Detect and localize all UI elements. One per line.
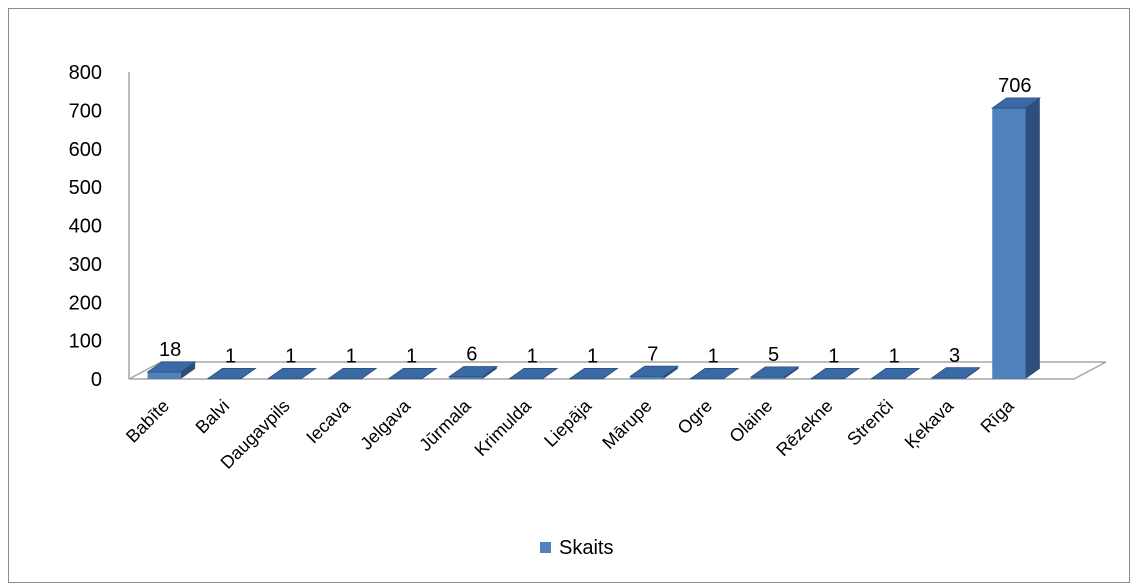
y-tick-label: 100 (69, 331, 102, 353)
x-tick-label: Balvi (192, 396, 234, 438)
value-axis: 0 100 200 300 400 500 600 700 800 (69, 62, 130, 391)
bar (870, 368, 921, 380)
bar-side (663, 366, 678, 379)
data-label: 1 (889, 346, 900, 368)
bar-side (603, 368, 618, 379)
bar (568, 368, 619, 380)
bar-front (630, 376, 664, 379)
data-label: 6 (466, 344, 477, 366)
bar (628, 365, 680, 379)
x-tick-label: Jelgava (356, 395, 415, 454)
bar (327, 368, 378, 380)
y-tick-label: 300 (69, 254, 102, 276)
y-tick-label: 0 (91, 369, 102, 391)
legend: Skaits (540, 537, 613, 559)
x-tick-label: Ķekava (901, 395, 958, 452)
bar-side (361, 368, 377, 379)
bar (809, 368, 861, 380)
bar (749, 366, 800, 379)
bars (146, 97, 1042, 380)
bar-front (750, 377, 785, 379)
bar-side (844, 368, 859, 379)
bar-front (449, 376, 483, 379)
data-label: 706 (998, 75, 1031, 97)
data-label: 1 (225, 346, 236, 368)
bar-side (241, 368, 256, 379)
data-label: 1 (346, 346, 357, 368)
data-label: 1 (527, 346, 538, 368)
chart-area: 0 100 200 300 400 500 600 700 800 18 1 1 1 1 6 1 1 7 1 5 1 1… (8, 8, 1130, 583)
y-tick-label: 800 (69, 62, 102, 84)
data-label: 1 (285, 346, 296, 368)
data-label: 3 (949, 345, 960, 367)
bar-side (904, 368, 920, 379)
bar-side (1025, 97, 1040, 379)
bar-front (931, 377, 966, 379)
y-tick-label: 200 (69, 292, 102, 314)
data-label: 5 (768, 344, 779, 366)
x-tick-label: Olaine (725, 396, 776, 447)
data-label: 1 (587, 346, 598, 368)
bar (689, 368, 740, 380)
bar-side (422, 368, 437, 379)
x-tick-label: Liepāja (540, 395, 596, 451)
x-tick-label: Mārupe (598, 396, 655, 453)
y-tick-label: 600 (69, 139, 102, 161)
bar-side (965, 367, 980, 379)
bar (990, 97, 1042, 379)
bar-side (723, 368, 739, 379)
data-label: 1 (406, 346, 417, 368)
x-tick-label: Krimulda (471, 395, 536, 460)
x-tick-label: Jūrmala (415, 395, 475, 455)
y-tick-label: 700 (69, 100, 102, 122)
bar (508, 368, 559, 380)
bar-side (542, 368, 558, 379)
legend-label: Skaits (559, 537, 613, 559)
x-tick-label: Rēzekne (772, 396, 836, 460)
bar (387, 368, 438, 380)
bar-side (180, 361, 196, 379)
bar (930, 367, 981, 379)
bar (266, 368, 318, 380)
bar-side (301, 368, 316, 379)
y-tick-label: 400 (69, 216, 102, 238)
bar (146, 361, 197, 379)
bar-front (147, 372, 181, 379)
data-label: 1 (828, 346, 839, 368)
x-tick-label: Ogre (674, 396, 716, 438)
x-tick-label: Babīte (122, 396, 173, 447)
data-label: 18 (159, 339, 181, 361)
bar-side (482, 366, 497, 379)
data-label: 1 (708, 346, 719, 368)
bar-side (784, 366, 799, 379)
legend-swatch (540, 542, 551, 553)
x-tick-label: Iecava (302, 395, 354, 447)
bar (447, 366, 499, 379)
bar (206, 368, 257, 380)
x-tick-label: Rīga (977, 395, 1019, 437)
data-label: 7 (647, 343, 658, 365)
x-tick-label: Strenči (843, 396, 897, 450)
y-tick-label: 500 (69, 177, 102, 199)
bar-front (992, 108, 1026, 379)
